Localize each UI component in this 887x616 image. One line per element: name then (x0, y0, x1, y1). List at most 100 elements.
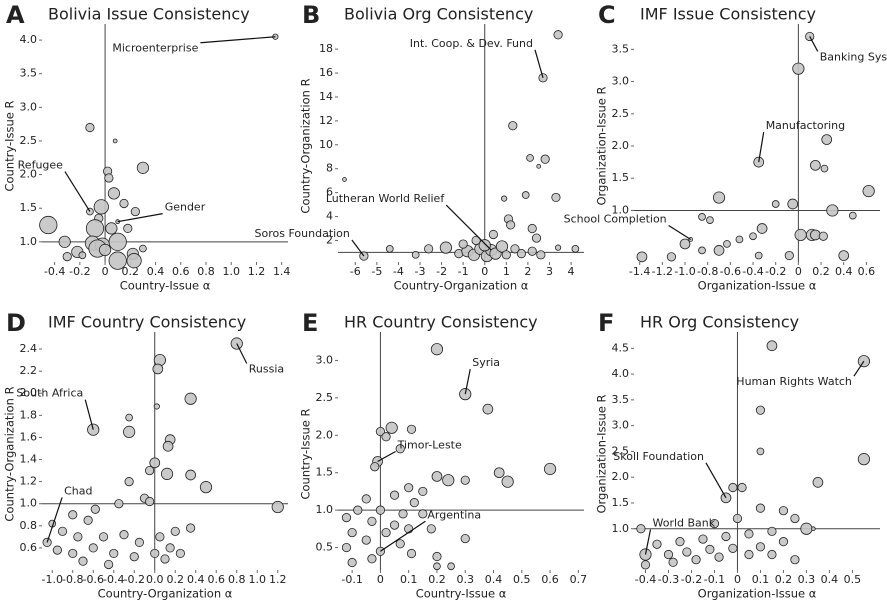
x-tick-label: -1.0 (42, 573, 63, 586)
annotation: Refugee (18, 159, 64, 172)
y-tick-label: 1.2 (20, 475, 38, 488)
data-point (150, 548, 160, 559)
data-point (675, 537, 685, 547)
data-point (418, 486, 428, 497)
data-point (820, 164, 829, 173)
data-point (439, 241, 452, 254)
y-tick-label: 4 (326, 210, 333, 223)
x-tick-label: 0.3 (798, 573, 816, 586)
annotation-leader (84, 399, 94, 430)
x-tick-label: 0.4 (821, 573, 839, 586)
data-point (58, 235, 71, 248)
data-point (149, 457, 161, 469)
x-tick-label: -0.4 (635, 573, 656, 586)
y-tick-label: 3.0 (612, 75, 630, 88)
data-point (460, 475, 470, 485)
data-point (794, 228, 807, 242)
y-tick-label: 4.0 (612, 367, 630, 380)
annotation: Syria (472, 356, 500, 369)
data-point (744, 549, 754, 560)
data-point (134, 537, 144, 547)
data-point (129, 552, 139, 562)
data-point (175, 548, 185, 559)
y-tick-label: 1.5 (612, 496, 630, 509)
data-point (488, 229, 498, 240)
data-point (767, 549, 777, 560)
data-point (88, 543, 98, 553)
data-point (411, 250, 420, 259)
x-tick-label: 0.4 (835, 265, 853, 278)
x-tick-label: 0 (377, 573, 384, 586)
data-point (160, 554, 170, 564)
data-point (125, 413, 133, 422)
annotation-leader (464, 369, 471, 395)
annotation: Gender (165, 201, 206, 214)
panel-letter: D (6, 309, 26, 337)
data-point (551, 192, 561, 203)
x-tick-label: 0.4 (187, 573, 205, 586)
data-point (341, 513, 352, 523)
data-point (83, 515, 93, 525)
data-point (460, 533, 470, 544)
data-point (714, 552, 724, 562)
annotation-leader (644, 529, 652, 555)
data-point (810, 159, 821, 171)
y-tick-label: 6 (326, 186, 333, 199)
annotation: Timor-Leste (397, 438, 462, 451)
y-tick-label: 2.0 (612, 470, 630, 483)
y-tick-label: 1.5 (612, 171, 630, 184)
data-point (389, 490, 400, 500)
data-point (821, 134, 833, 145)
panel-title: IMF Issue Consistency (640, 5, 816, 24)
data-point (510, 244, 520, 254)
data-point (130, 206, 140, 217)
x-tick-label: 0.5 (513, 573, 531, 586)
panel: D IMF Country Consistency -1.0 -0.8 -0.6 -0.4… (3, 309, 288, 601)
data-point (543, 462, 557, 476)
annotation-leader (117, 213, 163, 223)
data-point (153, 403, 160, 410)
data-point (139, 244, 147, 253)
data-point (152, 363, 164, 375)
data-point (107, 187, 121, 200)
data-point (712, 191, 726, 204)
annotation: Russia (249, 363, 284, 376)
data-point (78, 556, 88, 566)
data-point (108, 251, 127, 270)
y-tick-label: 1.0 (20, 235, 38, 248)
data-point (744, 529, 754, 539)
data-point (682, 547, 692, 557)
data-point (184, 392, 197, 405)
data-point (119, 198, 129, 209)
x-tick-label: -0.8 (62, 573, 83, 586)
annotation: Int. Coop. & Dev. Fund (410, 37, 533, 50)
data-point (112, 138, 118, 144)
x-tick-label: -1.2 (652, 265, 673, 278)
panel-title: Bolivia Org Consistency (344, 5, 533, 24)
data-point (406, 548, 417, 559)
data-point (800, 522, 813, 535)
data-point (838, 250, 850, 261)
panel-letter: E (302, 309, 318, 337)
x-tick-label: -1 (458, 265, 469, 278)
x-tick-label: -0.4 (44, 265, 65, 278)
data-point (728, 482, 738, 493)
x-tick-label: 1.0 (222, 265, 240, 278)
x-tick-label: 0 (102, 265, 109, 278)
x-tick-label: 1 (503, 265, 510, 278)
data-point (506, 220, 516, 230)
x-tick-label: 1.2 (269, 573, 287, 586)
data-point (136, 161, 150, 174)
x-tick-label: -0.4 (742, 265, 763, 278)
data-point (367, 516, 377, 526)
data-point (57, 526, 68, 536)
data-point (430, 343, 444, 356)
data-point (375, 426, 386, 437)
data-point (185, 469, 196, 481)
data-point (124, 477, 134, 487)
data-point (78, 251, 87, 260)
annotation-leader (853, 360, 865, 377)
data-point (409, 498, 419, 508)
x-tick-label: -2 (436, 265, 447, 278)
panel-title: HR Org Consistency (640, 313, 799, 332)
